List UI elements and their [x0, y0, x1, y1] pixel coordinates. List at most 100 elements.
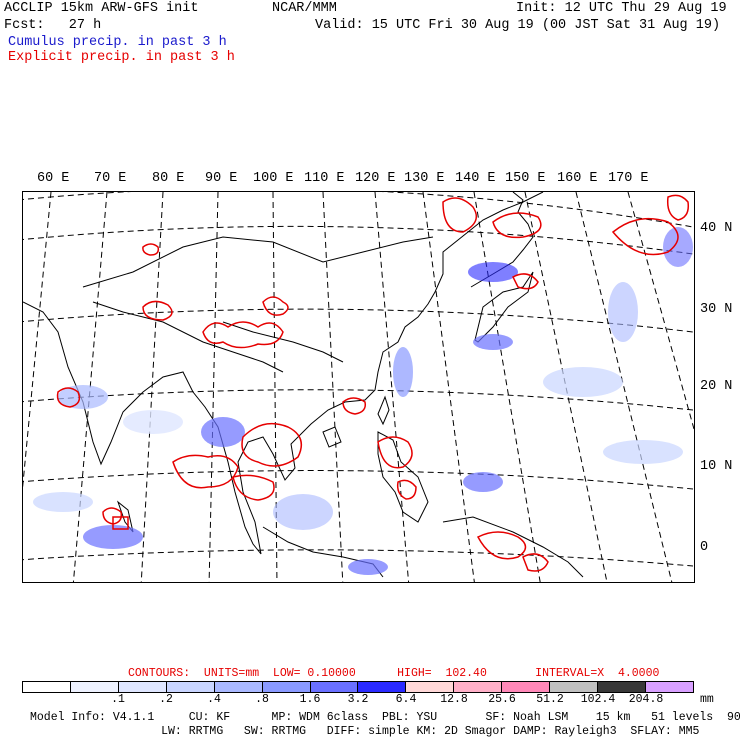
legend-swatch [70, 682, 119, 692]
cumulus-area [603, 440, 683, 464]
precip-contour [142, 243, 160, 256]
cumulus-area [33, 492, 93, 512]
lat-label-0: 0 [700, 540, 709, 555]
lon-label-110e: 110 E [304, 171, 345, 186]
lon-label-150e: 150 E [505, 171, 546, 186]
legend-swatch [550, 682, 599, 692]
himalaya-border [92, 301, 284, 373]
precip-contour [342, 397, 367, 415]
header-explicit-label: Explicit precip. in past 3 h [8, 50, 235, 65]
cumulus-area [473, 334, 513, 350]
hainan [322, 426, 342, 448]
legend-unit: mm [700, 693, 714, 706]
lon-label-90e: 90 E [205, 171, 238, 186]
lon-line-170e [627, 192, 694, 431]
precip-contour [611, 217, 679, 256]
lon-label-130e: 130 E [404, 171, 445, 186]
lon-line-160e [575, 192, 673, 582]
header-forecast-hour: Fcst: 27 h [4, 18, 102, 33]
lat-line-10n [23, 470, 694, 490]
precip-contour [112, 516, 129, 530]
precip-contour [512, 273, 539, 290]
lat-line-40n [23, 225, 694, 255]
lon-label-100e: 100 E [253, 171, 294, 186]
lon-label-160e: 160 E [557, 171, 598, 186]
legend-swatch [454, 682, 503, 692]
legend-tick-label: 204.8 [628, 693, 664, 706]
new-guinea-coast [442, 516, 584, 578]
precip-contour [666, 194, 690, 221]
legend-tick-label: .8 [255, 693, 269, 706]
footer-model-info: Model Info: V4.1.1 CU: KF MP: WDM 6class… [30, 711, 740, 724]
cumulus-area [348, 559, 388, 575]
precip-contour [476, 531, 527, 560]
legend-tick-label: 6.4 [395, 693, 417, 706]
lon-label-140e: 140 E [455, 171, 496, 186]
cumulus-area [273, 494, 333, 530]
precip-contour [262, 296, 289, 316]
cumulus-area [201, 417, 245, 447]
lon-label-120e: 120 E [355, 171, 396, 186]
north-border [82, 236, 434, 288]
legend-tick-label: .2 [159, 693, 173, 706]
lat-label-30n: 30 N [700, 302, 733, 317]
lat-line-0 [23, 549, 694, 567]
precipitation-map [22, 191, 695, 583]
taiwan [377, 395, 390, 426]
legend-swatch [358, 682, 407, 692]
cumulus-area [83, 525, 143, 549]
precip-contour [377, 436, 413, 469]
legend-swatch [214, 682, 263, 692]
color-legend-bar [22, 681, 694, 693]
precip-contour [522, 553, 549, 572]
lon-line-70e [72, 192, 108, 582]
legend-tick-label: 1.6 [299, 693, 321, 706]
lon-label-80e: 80 E [152, 171, 185, 186]
map-canvas [23, 192, 694, 582]
precip-contour [442, 197, 478, 233]
philippines [377, 431, 429, 523]
legend-swatch [598, 682, 646, 692]
header-model-title: ACCLIP 15km ARW-GFS init [4, 1, 199, 16]
precip-contour [492, 212, 542, 239]
legend-swatch [645, 682, 693, 692]
header-cumulus-label: Cumulus precip. in past 3 h [8, 35, 227, 50]
header-valid-time: Valid: 15 UTC Fri 30 Aug 19 (00 JST Sat … [315, 18, 721, 33]
legend-tick-label: 51.2 [536, 693, 564, 706]
precip-contour [202, 321, 284, 349]
legend-swatch [502, 682, 551, 692]
cumulus-area [393, 347, 413, 397]
cumulus-area [468, 262, 518, 282]
lon-line-80e [140, 192, 164, 582]
cumulus-area [608, 282, 638, 342]
lon-line-140e [473, 192, 541, 582]
lon-line-60e [23, 192, 52, 489]
lat-label-40n: 40 N [700, 221, 733, 236]
legend-swatch [118, 682, 167, 692]
legend-tick-label: 12.8 [440, 693, 468, 706]
precip-contour [172, 454, 239, 489]
contours-info: CONTOURS: UNITS=mm LOW= 0.10000 HIGH= 10… [128, 667, 660, 680]
lon-line-100e [272, 192, 278, 582]
legend-tick-label: 3.2 [347, 693, 369, 706]
lon-label-70e: 70 E [94, 171, 127, 186]
legend-tick-label: .4 [207, 693, 221, 706]
cumulus-area [463, 472, 503, 492]
lon-line-90e [208, 192, 219, 582]
lon-line-110e [322, 192, 344, 582]
japan-honshu [474, 271, 534, 343]
legend-swatch [310, 682, 359, 692]
footer-physics-info: LW: RRTMG SW: RRTMG DIFF: simple KM: 2D … [30, 725, 700, 738]
explicit-precip-contours [56, 194, 690, 572]
precip-contour [56, 387, 81, 408]
precip-contour [142, 300, 173, 321]
legend-swatch [262, 682, 311, 692]
precip-contour [232, 474, 275, 501]
precip-contour [241, 422, 303, 467]
cumulus-area [58, 385, 108, 409]
precip-contour [396, 479, 417, 500]
legend-swatch [23, 682, 71, 692]
lat-line-20n [23, 389, 694, 411]
legend-swatch [166, 682, 215, 692]
china-inner-border [222, 321, 344, 363]
